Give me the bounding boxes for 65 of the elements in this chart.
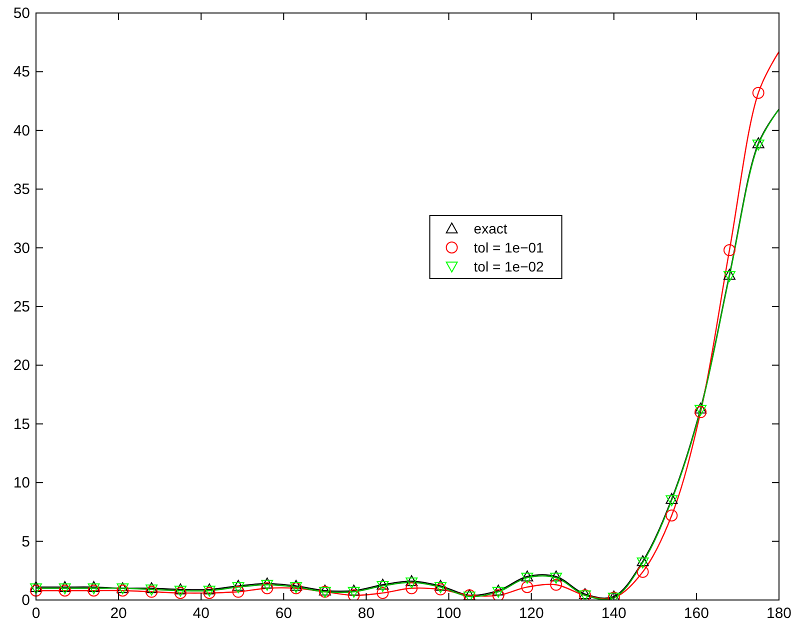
point (723, 268, 736, 280)
point (492, 589, 504, 600)
point (261, 580, 274, 591)
point (550, 578, 562, 591)
point (521, 570, 534, 582)
point (203, 583, 216, 594)
y-tick-label: 15 (13, 416, 30, 433)
y-tick-label: 5 (22, 533, 30, 550)
point (58, 583, 71, 594)
point (376, 578, 389, 590)
y-tick-label: 45 (13, 64, 30, 81)
point (261, 582, 274, 594)
point (146, 582, 158, 594)
point (232, 582, 244, 594)
x-tick-label: 100 (436, 605, 462, 622)
point (521, 581, 534, 594)
legend-label: tol = 1e−02 (474, 258, 544, 275)
point (550, 572, 562, 584)
x-tick-label: 120 (518, 605, 544, 622)
point (88, 581, 100, 592)
point (434, 580, 447, 591)
point (232, 580, 244, 591)
point (752, 137, 764, 148)
legend-label: tol = 1e−01 (474, 240, 544, 256)
point (636, 555, 649, 566)
point (58, 581, 71, 592)
point (30, 583, 42, 594)
point (348, 589, 360, 600)
point (521, 572, 534, 584)
point (88, 583, 100, 594)
point (406, 582, 418, 594)
legend-label: exact (474, 220, 508, 237)
point (666, 495, 678, 506)
y-tick-label: 20 (13, 357, 30, 374)
point (376, 586, 389, 599)
point (550, 570, 562, 582)
x-tick-label: 180 (766, 605, 791, 622)
point (146, 584, 158, 596)
point (174, 583, 186, 594)
point (666, 493, 678, 504)
point (376, 581, 389, 592)
point (752, 86, 764, 99)
y-tick-label: 25 (13, 298, 30, 316)
y-tick-label: 10 (13, 474, 30, 492)
x-tick-label: 20 (110, 605, 127, 622)
x-tick-label: 60 (275, 605, 292, 622)
point (232, 586, 244, 598)
x-tick-label: 80 (358, 605, 375, 622)
point (261, 578, 274, 588)
x-tick-label: 40 (192, 605, 210, 622)
point (723, 271, 736, 282)
point (30, 581, 42, 592)
point (666, 509, 678, 522)
y-tick-label: 35 (13, 181, 30, 198)
point (290, 580, 302, 591)
point (723, 244, 736, 256)
point (752, 140, 764, 150)
y-tick-label: 50 (13, 5, 30, 22)
point (636, 558, 649, 568)
x-tick-label: 140 (601, 605, 626, 622)
x-tick-label: 160 (684, 605, 709, 622)
y-tick-label: 0 (22, 592, 30, 609)
y-tick-label: 30 (13, 240, 30, 257)
y-tick-label: 40 (13, 122, 30, 140)
point (636, 566, 649, 578)
